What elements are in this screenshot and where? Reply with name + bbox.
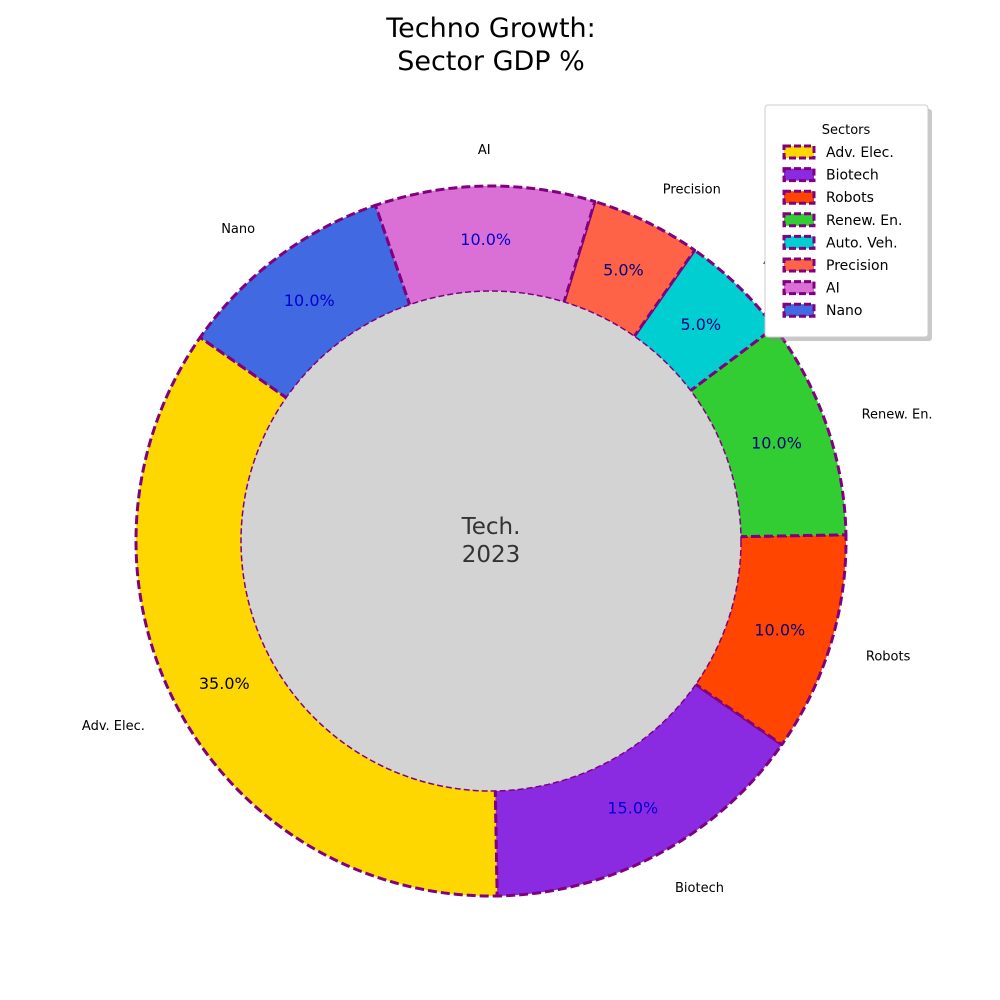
- legend-title: Sectors: [822, 123, 871, 138]
- legend-label-auto-veh: Auto. Veh.: [826, 235, 898, 251]
- pct-label-adv-elec: 35.0%: [199, 674, 250, 693]
- category-label-nano: Nano: [221, 222, 255, 237]
- category-label-adv-elec: Adv. Elec.: [82, 719, 145, 734]
- category-label-ai: AI: [478, 143, 491, 158]
- legend-label-nano: Nano: [826, 303, 863, 319]
- legend-swatch-adv-elec: [782, 144, 816, 160]
- pct-label-precision: 5.0%: [603, 261, 644, 280]
- chart-title-line-1: Techno Growth:: [385, 13, 596, 44]
- pct-label-robots: 10.0%: [754, 620, 805, 639]
- percentage-labels: 35.0% 15.0% 10.0% 10.0% 5.0% 5.0% 10.0% 10.0%: [199, 230, 805, 818]
- center-text-line-2: 2023: [462, 542, 521, 568]
- legend-swatch-biotech: [782, 167, 816, 183]
- category-label-robots: Robots: [866, 650, 911, 665]
- legend-entries: Adv. Elec. Biotech Robots Renew. En. Auto. V…: [782, 144, 902, 319]
- pct-label-ai: 10.0%: [460, 230, 511, 249]
- legend-swatch-ai: [782, 280, 816, 296]
- pct-label-biotech: 15.0%: [607, 799, 658, 818]
- category-label-precision: Precision: [663, 183, 721, 198]
- legend-label-renew-en: Renew. En.: [826, 213, 902, 229]
- legend-label-biotech: Biotech: [826, 168, 879, 184]
- category-labels: Adv. Elec. Biotech Robots Renew. En. Auto. V…: [82, 143, 933, 896]
- category-label-renew-en: Renew. En.: [862, 407, 933, 422]
- legend-swatch-auto-veh: [782, 234, 816, 250]
- legend-box: [764, 104, 929, 338]
- legend-swatch-nano: [782, 302, 816, 318]
- category-label-biotech: Biotech: [675, 881, 724, 896]
- pct-label-auto-veh: 5.0%: [680, 315, 721, 334]
- legend-swatch-precision: [782, 257, 816, 273]
- legend-label-robots: Robots: [826, 190, 874, 206]
- legend-label-ai: AI: [826, 281, 840, 297]
- center-text-line-1: Tech.: [461, 514, 521, 540]
- chart-title-line-2: Sector GDP %: [397, 46, 585, 77]
- legend: Sectors Adv. Elec. Biotech Robots Renew. En…: [764, 104, 932, 341]
- donut-center-disc: [240, 290, 742, 792]
- pct-label-renew-en: 10.0%: [751, 434, 802, 453]
- legend-label-adv-elec: Adv. Elec.: [826, 145, 894, 161]
- legend-swatch-robots: [782, 189, 816, 205]
- legend-swatch-renew-en: [782, 212, 816, 228]
- legend-label-precision: Precision: [826, 258, 888, 274]
- pct-label-nano: 10.0%: [284, 291, 335, 310]
